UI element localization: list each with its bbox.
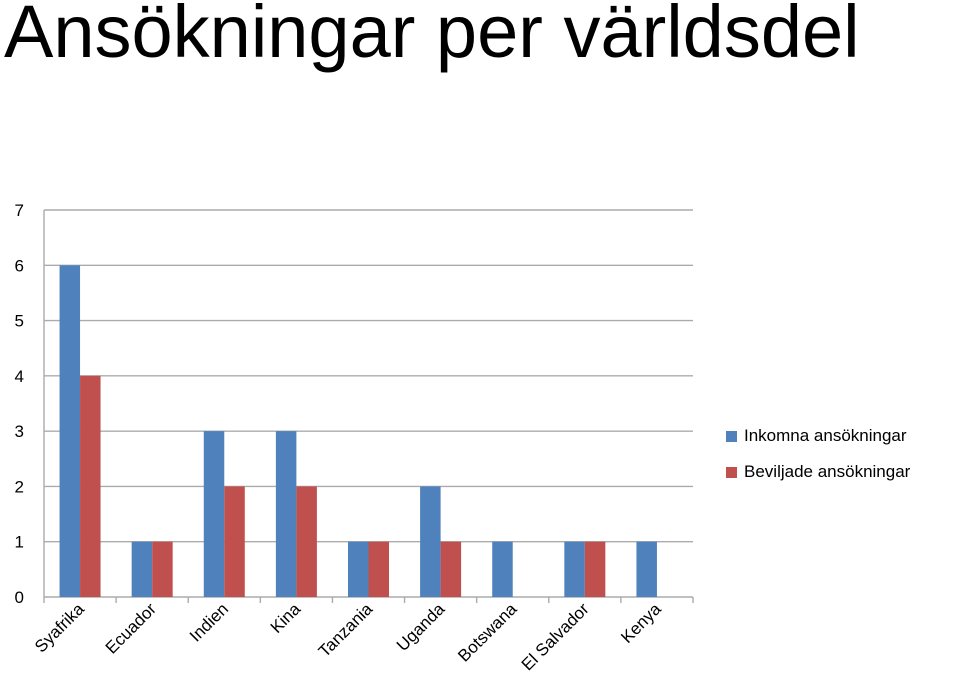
x-tick-label: Ecuador <box>102 599 160 657</box>
y-tick-label: 0 <box>15 588 24 607</box>
legend-item-granted: Beviljade ansökningar <box>726 454 910 490</box>
x-tick-label: Indien <box>186 599 232 645</box>
x-tick-label: El Salvador <box>518 599 593 674</box>
chart-title: Ansökningar per världsdel <box>4 0 860 73</box>
y-tick-label: 2 <box>15 477 24 496</box>
legend: Inkomna ansökningar Beviljade ansökninga… <box>726 418 910 490</box>
legend-item-incoming: Inkomna ansökningar <box>726 418 910 454</box>
legend-label-incoming: Inkomna ansökningar <box>744 426 907 445</box>
legend-swatch-granted <box>726 466 737 478</box>
bar-incoming-botswana <box>492 541 513 597</box>
y-tick-label: 5 <box>15 312 24 331</box>
x-tick-label: Kenya <box>617 599 665 647</box>
bar-incoming-tanzania <box>348 541 369 597</box>
legend-swatch-incoming <box>726 430 737 442</box>
legend-label-granted: Beviljade ansökningar <box>744 462 911 481</box>
x-tick-label: Tanzania <box>315 599 377 661</box>
x-tick-label: Kina <box>267 599 305 637</box>
x-tick-label: Uganda <box>393 599 449 655</box>
x-tick-label: Botswana <box>454 599 521 666</box>
y-tick-label: 1 <box>15 533 24 552</box>
bar-granted-indien <box>224 486 245 597</box>
x-tick-label: Syafrika <box>31 599 88 656</box>
bar-granted-kina <box>296 486 317 597</box>
bar-granted-syafrika <box>80 375 101 597</box>
bar-incoming-el-salvador <box>564 541 585 597</box>
bar-incoming-kenya <box>636 541 657 597</box>
y-tick-label: 7 <box>15 201 24 220</box>
bar-granted-ecuador <box>152 541 173 597</box>
y-tick-label: 3 <box>15 422 24 441</box>
y-tick-label: 4 <box>15 367 24 386</box>
bar-granted-el-salvador <box>584 541 606 597</box>
bar-incoming-kina <box>275 431 297 597</box>
bar-incoming-uganda <box>420 486 441 597</box>
y-tick-label: 6 <box>15 256 24 275</box>
bar-granted-uganda <box>440 541 462 597</box>
bar-granted-tanzania <box>368 541 389 597</box>
bar-incoming-indien <box>203 431 225 597</box>
bar-incoming-syafrika <box>59 265 81 597</box>
bar-incoming-ecuador <box>131 541 153 597</box>
